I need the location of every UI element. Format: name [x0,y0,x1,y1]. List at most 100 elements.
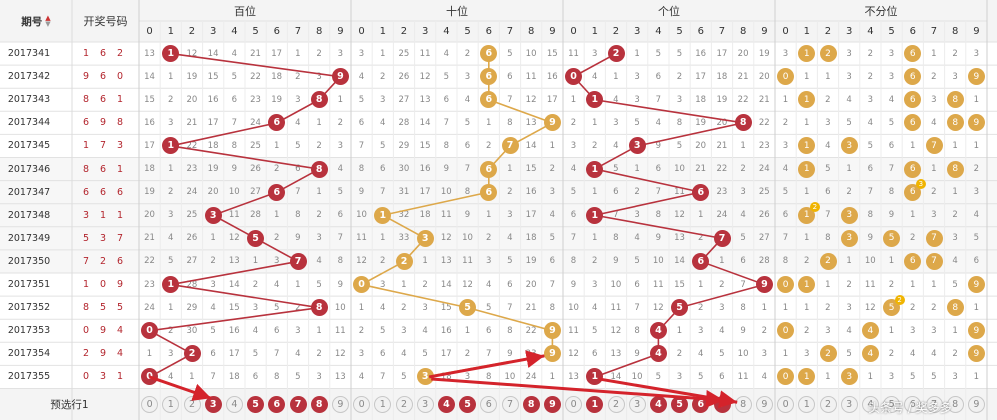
tens-ball: 7 [501,137,519,155]
miss-count: 3 [825,325,831,336]
nonposition-ball: 8 [946,160,964,178]
miss-count: 1 [189,371,195,382]
miss-count: 11 [356,233,367,244]
miss-count: 7 [273,348,280,359]
prediction-digit[interactable]: 4 [861,395,879,413]
miss-count: 2 [931,187,937,198]
tens-ball: 6 [480,45,498,63]
prediction-digit-selected[interactable]: 5 [459,395,477,413]
draw-digit: 7 [82,255,90,267]
miss-count: 19 [144,187,155,198]
digit-header: 0 [358,26,365,37]
issue-header-label: 期号 [21,15,43,28]
prediction-digit[interactable]: 1 [162,395,180,413]
nonposition-ball: 6 [904,45,922,63]
prediction-digit[interactable]: 1 [798,395,816,413]
prediction-digit[interactable]: 2 [607,395,625,413]
prediction-digit-selected[interactable]: 1 [586,395,604,413]
miss-count: 5 [634,117,640,128]
prediction-digit-selected[interactable]: 4 [437,395,455,413]
draw-digit: 1 [116,209,124,221]
prediction-digit[interactable]: 9 [331,395,349,413]
hundreds-ball: 6 [268,183,286,201]
miss-count: 18 [419,210,431,221]
prediction-digit[interactable]: 7 [501,395,519,413]
miss-count: 18 [440,371,452,382]
miss-count: 2 [676,71,683,82]
miss-count: 3 [422,302,428,313]
miss-count: 2 [379,256,386,267]
miss-count: 2 [337,117,343,128]
miss-count: 1 [825,71,831,82]
miss-count: 5 [549,233,555,244]
miss-count: 17 [419,187,431,198]
miss-count: 15 [228,302,240,313]
draw-digit: 8 [82,302,90,314]
miss-count: 1 [146,348,153,359]
miss-count: 24 [250,117,261,128]
tens-ball: 1 [374,206,392,224]
prediction-digit-selected[interactable]: 8 [522,395,540,413]
digit-header: 8 [316,26,323,37]
prediction-digit-selected[interactable]: 9 [543,395,561,413]
miss-count: 1 [909,279,916,290]
prediction-digit[interactable]: 8 [946,395,964,413]
issue-header[interactable]: 期号 ▲ ▼ [0,0,72,42]
miss-count: 10 [525,48,537,59]
prediction-digit-selected[interactable]: 4 [649,395,667,413]
miss-count: 3 [846,71,852,82]
nonposition-ball: 1 [798,45,816,63]
prediction-digit[interactable]: 0 [141,395,159,413]
miss-count: 2 [697,302,704,313]
prediction-digit-selected[interactable]: 7 [289,395,307,413]
miss-count: 20 [737,48,749,59]
prediction-digit[interactable]: 0 [777,395,795,413]
prediction-digit[interactable]: 6 [904,395,922,413]
prediction-digit[interactable]: 9 [967,395,985,413]
prediction-digit[interactable]: 2 [819,395,837,413]
prediction-digit[interactable]: 4 [225,395,243,413]
prediction-digit[interactable]: 3 [840,395,858,413]
prediction-digit[interactable]: 0 [353,395,371,413]
miss-count: 7 [655,94,661,105]
miss-count: 1 [485,210,492,221]
miss-count: 2 [846,187,852,198]
miss-count: 1 [825,371,831,382]
prediction-digit[interactable]: 6 [480,395,498,413]
prediction-digit-selected[interactable]: 6 [268,395,286,413]
ones-ball: 0 [565,68,583,86]
miss-count: 3 [316,371,322,382]
digit-header: 8 [528,26,535,37]
prediction-digit[interactable]: 0 [565,395,583,413]
miss-count: 8 [888,187,895,198]
miss-count: 4 [846,94,852,105]
prediction-digit-selected[interactable]: 5 [671,395,689,413]
miss-count: 7 [782,233,789,244]
miss-count: 5 [252,348,259,359]
miss-count: 21 [695,164,707,174]
miss-count: 12 [610,325,622,336]
digit-header: 3 [210,26,217,37]
miss-count: 8 [295,210,301,221]
miss-count: 15 [207,71,219,82]
prediction-digit[interactable]: 3 [628,395,646,413]
sort-icon[interactable]: ▲ ▼ [45,14,51,28]
nonposition-ball: 1 [798,137,816,155]
nonposition-ball: 9 [967,68,985,86]
prediction-digit[interactable]: 9 [755,395,773,413]
miss-count: 27 [398,94,410,105]
miss-count: 16 [695,48,707,59]
prediction-digit[interactable]: 5 [883,395,901,413]
prediction-digit[interactable]: 3 [416,395,434,413]
prediction-digit[interactable]: 2 [395,395,413,413]
miss-count: 4 [634,233,640,244]
prediction-digit-selected[interactable]: 5 [247,395,265,413]
nonposition-ball: 6 [904,91,922,109]
miss-count: 9 [867,233,873,244]
prediction-digit[interactable]: 1 [374,395,392,413]
digit-header: 2 [188,26,196,37]
miss-count: 1 [803,117,810,128]
miss-count: 5 [379,325,386,336]
prediction-digit[interactable]: 7 [925,395,943,413]
prediction-digit-selected[interactable]: 8 [310,395,328,413]
